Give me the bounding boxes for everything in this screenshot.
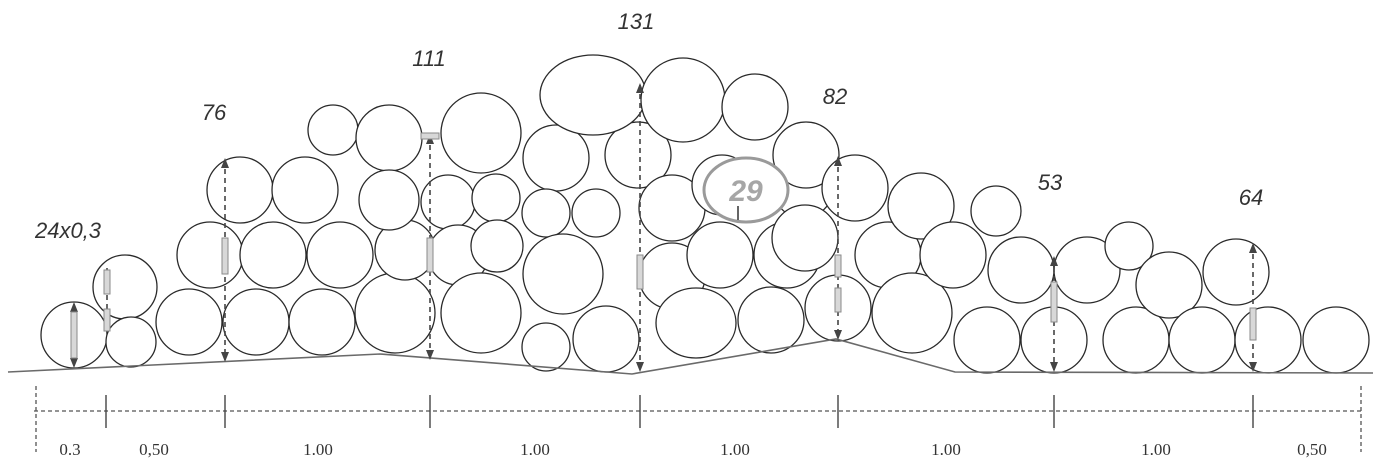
height-labels: 24x0,3 76 111 131 82 53 64: [34, 9, 1263, 243]
segment-label: 1.00: [931, 440, 961, 459]
segment-label: 0,50: [1297, 440, 1327, 459]
log-count-value: 29: [728, 175, 763, 208]
segment-label: 1.00: [720, 440, 750, 459]
height-measurements: [70, 83, 1257, 372]
log-count-badge: 29: [702, 156, 790, 224]
height-label: 24x0,3: [34, 218, 102, 243]
log: [358, 169, 420, 231]
log: [721, 73, 789, 141]
log: [737, 286, 805, 354]
log: [306, 221, 374, 289]
height-label: 131: [618, 9, 655, 34]
log: [572, 305, 640, 373]
height-label: 111: [412, 46, 445, 71]
log: [821, 154, 889, 222]
log: [871, 272, 953, 354]
log: [521, 188, 571, 238]
log: [206, 156, 274, 224]
log: [771, 204, 839, 272]
log: [887, 172, 955, 240]
log: [522, 233, 604, 315]
height-label: 82: [823, 84, 847, 109]
log: [521, 322, 571, 372]
log: [655, 287, 737, 359]
measurement-arrow: [636, 83, 644, 372]
log: [539, 54, 647, 136]
segment-label: 1.00: [303, 440, 333, 459]
log: [105, 316, 157, 368]
measurement-arrow: [103, 268, 111, 332]
log: [92, 254, 158, 320]
log: [355, 104, 423, 172]
log: [239, 221, 307, 289]
log: [470, 219, 524, 273]
measurement-arrow: [1050, 256, 1058, 372]
log: [953, 306, 1021, 374]
scale-bar: 0.3 0,50 1.00 1.00 1.00 1.00 1.00 0,50: [34, 386, 1363, 459]
log: [686, 221, 754, 289]
segment-label: 1.00: [520, 440, 550, 459]
log: [440, 272, 522, 354]
log: [471, 173, 521, 223]
log: [640, 57, 726, 143]
log: [987, 236, 1055, 304]
log-pile: [40, 54, 1370, 374]
height-label: 76: [202, 100, 227, 125]
segment-label: 1.00: [1141, 440, 1171, 459]
segment-label: 0,50: [139, 440, 169, 459]
log: [307, 104, 359, 156]
log: [604, 121, 672, 189]
ground-line: [7, 338, 1373, 375]
height-label: 64: [1239, 185, 1263, 210]
log: [155, 288, 223, 356]
log: [288, 288, 356, 356]
log: [222, 288, 290, 356]
measurement-arrow: [221, 158, 229, 362]
log: [970, 185, 1022, 237]
measurement-arrow: [420, 132, 440, 360]
log: [354, 272, 436, 354]
log: [440, 92, 522, 174]
measurement-arrow: [834, 156, 842, 340]
log: [571, 188, 621, 238]
height-label: 53: [1038, 170, 1063, 195]
log: [1135, 251, 1203, 319]
segment-label: 0.3: [59, 440, 80, 459]
log: [420, 174, 476, 230]
measurement-arrow: [1249, 243, 1257, 372]
log: [919, 221, 987, 289]
log: [1302, 306, 1370, 374]
log: [772, 121, 840, 189]
log: [271, 156, 339, 224]
log: [522, 124, 590, 192]
log: [176, 221, 244, 289]
measurement-arrow: [70, 302, 78, 368]
log: [1202, 238, 1270, 306]
log: [1168, 306, 1236, 374]
log: [1234, 306, 1302, 374]
log: [1104, 221, 1154, 271]
